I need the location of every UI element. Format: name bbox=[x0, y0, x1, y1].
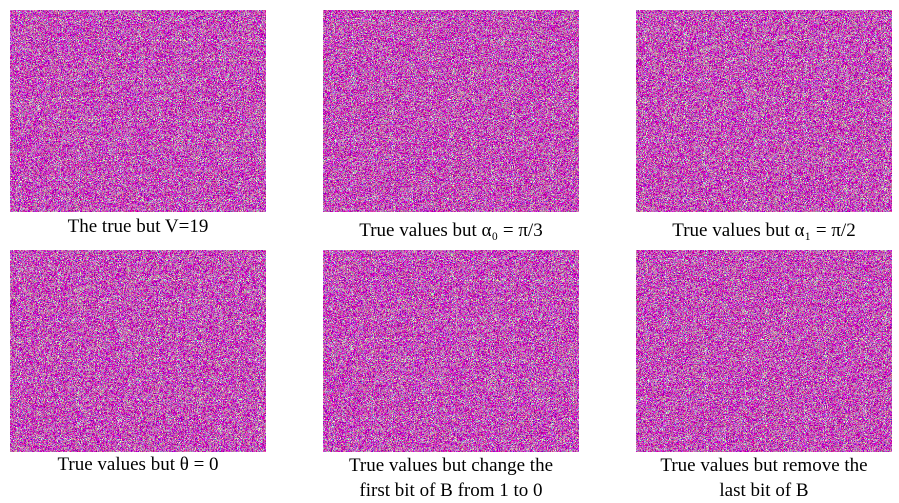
noise-image bbox=[10, 10, 266, 212]
caption-line: The true but V=19 bbox=[67, 216, 209, 237]
caption-line: True values but α₁ = π/2 bbox=[672, 220, 856, 241]
caption: True values but α₁ = π/2 bbox=[614, 218, 899, 243]
caption-line: last bit of B bbox=[719, 480, 809, 501]
noise-image bbox=[636, 10, 892, 212]
caption: True values but α₀ = π/3 bbox=[301, 218, 601, 243]
panel: True values but change the first bit of B… bbox=[323, 250, 579, 501]
noise-image bbox=[323, 250, 579, 452]
caption: True values but change the first bit of B… bbox=[301, 453, 601, 503]
panel: True values but remove the last bit of B bbox=[636, 250, 892, 501]
caption-line: True values but θ = 0 bbox=[57, 454, 219, 475]
caption: True values but remove the last bit of B bbox=[614, 453, 899, 503]
caption-line: True values but remove the bbox=[660, 455, 868, 476]
noise-image bbox=[10, 250, 266, 452]
panel: True values but θ = 0 bbox=[10, 250, 266, 475]
caption: True values but θ = 0 bbox=[0, 452, 288, 477]
panel: The true but V=19 bbox=[10, 10, 266, 237]
panel: True values but α₁ = π/2 bbox=[636, 10, 892, 241]
caption-line: first bit of B from 1 to 0 bbox=[359, 480, 543, 501]
noise-image bbox=[636, 250, 892, 452]
noise-image bbox=[323, 10, 579, 212]
panel: True values but α₀ = π/3 bbox=[323, 10, 579, 241]
caption-line: True values but change the bbox=[348, 455, 554, 476]
caption: The true but V=19 bbox=[0, 214, 288, 239]
caption-line: True values but α₀ = π/3 bbox=[359, 220, 543, 241]
